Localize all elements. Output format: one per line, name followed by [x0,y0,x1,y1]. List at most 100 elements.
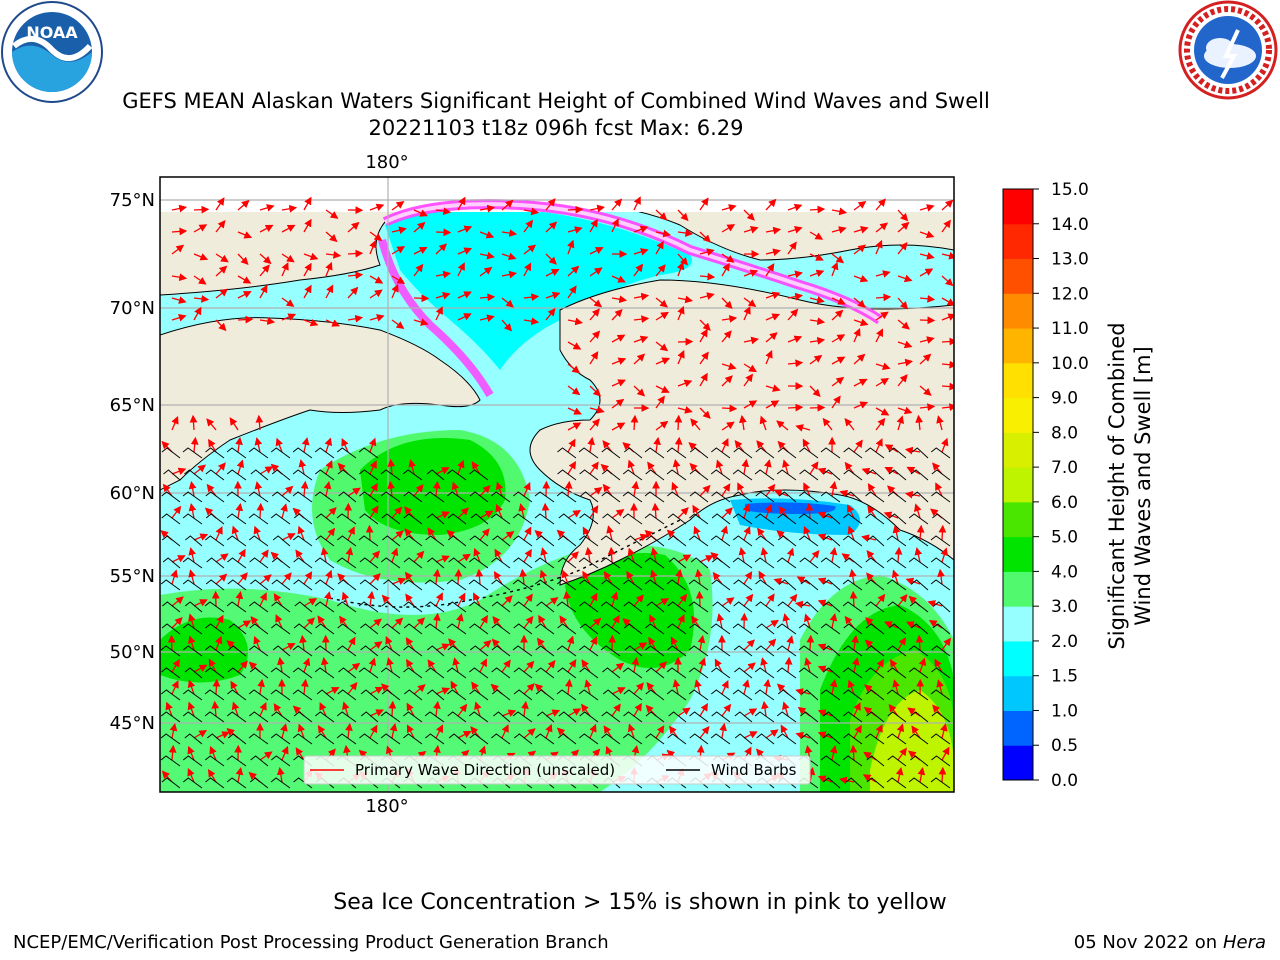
vector-field [160,196,954,789]
wind-barb [908,667,929,679]
wave-direction-arrow [325,319,340,327]
wave-direction-arrow [611,614,620,629]
wind-barb [865,491,885,503]
wave-direction-arrow [907,707,921,717]
wind-barb [842,645,863,657]
wind-barb [930,689,951,701]
wave-direction-arrow [633,594,644,607]
footer-machine: Hera [1222,932,1266,953]
wave-direction-arrow [829,546,838,563]
wind-barb [689,733,709,745]
wind-barb [314,667,335,679]
wave-direction-arrow [721,315,738,323]
wind-barb [733,447,753,459]
wave-direction-arrow [611,198,623,211]
wave-direction-arrow [633,292,650,301]
wave-direction-arrow [742,679,750,695]
wind-barb [755,535,775,547]
wave-direction-arrow [215,319,227,332]
wind-barb [272,645,291,657]
wind-barb [755,601,775,613]
wave-direction-arrow [851,634,859,651]
wind-barb [161,689,181,701]
map-legend: Primary Wave Direction (unscaled) Wind B… [303,755,811,785]
wave-direction-arrow [914,503,922,519]
wind-barb [887,711,907,723]
wave-direction-arrow [259,592,267,607]
wave-direction-arrow [941,313,954,321]
wave-direction-arrow [281,572,292,585]
wind-barb [622,491,643,503]
wave-direction-arrow [171,273,188,282]
wave-direction-arrow [369,460,377,475]
wave-direction-arrow [627,459,636,475]
lat-label-75: 75°N [110,190,155,211]
wind-barb [799,447,819,459]
wind-barb [426,513,445,525]
wave-direction-arrow [919,252,935,260]
wave-direction-arrow [273,593,283,607]
wind-barb [381,645,401,657]
wave-direction-arrow [171,296,187,304]
wave-direction-arrow [545,709,561,717]
wave-direction-arrow [655,311,669,321]
wind-barb [314,557,335,569]
wave-direction-arrow [757,527,767,541]
wind-barb [557,447,577,459]
wave-direction-arrow [786,635,794,651]
wave-direction-arrow [215,220,226,233]
wave-direction-arrow [325,209,339,219]
wave-direction-arrow [325,261,333,277]
wind-barb [271,623,291,635]
wind-barb [270,733,291,745]
wind-barb [644,579,665,591]
wave-direction-arrow [699,272,716,281]
wave-direction-arrow [626,570,635,585]
wind-barb [779,579,797,591]
wave-direction-arrow [655,264,666,277]
wave-direction-arrow [938,766,947,783]
wind-barb [933,601,951,613]
wave-direction-arrow [829,480,838,497]
wind-barb [228,623,247,635]
wave-direction-arrow [325,569,333,585]
wind-barb [909,601,929,613]
wind-barb [557,557,577,569]
wind-barb [534,557,555,569]
wind-barb [403,535,423,547]
wind-barb [888,469,907,481]
wind-barb [380,491,401,503]
wind-barb [293,711,313,723]
colorbar-segment [1003,606,1033,642]
wind-barb [271,579,291,591]
wave-direction-arrow [694,568,703,585]
wave-direction-arrow [805,502,814,519]
wave-direction-arrow [523,548,532,563]
wind-barb [182,513,203,525]
wave-direction-arrow [919,353,932,365]
wave-direction-arrow [803,482,811,497]
wind-barb [799,469,819,481]
wave-direction-arrow [567,317,584,326]
wave-direction-arrow [492,616,503,629]
wave-direction-arrow [831,376,845,387]
wave-direction-arrow [809,205,826,214]
wave-direction-arrow [391,226,407,235]
wind-barb [886,557,907,569]
wave-direction-arrow [853,318,869,327]
wave-direction-arrow [742,503,751,519]
wind-barb [908,645,929,657]
wave-direction-arrow [193,306,202,321]
colorbar-segment [1003,293,1033,329]
wave-direction-arrow [295,747,305,761]
lat-label-65: 65°N [110,395,155,416]
wind-barb [644,447,665,459]
wave-direction-arrow [479,528,490,541]
wave-direction-arrow [435,270,452,279]
wave-direction-arrow [861,467,877,476]
wind-barb [162,535,181,547]
wave-direction-arrow [347,286,359,299]
wave-direction-arrow [171,680,179,695]
wave-direction-arrow [602,483,613,497]
wave-direction-arrow [582,526,591,541]
